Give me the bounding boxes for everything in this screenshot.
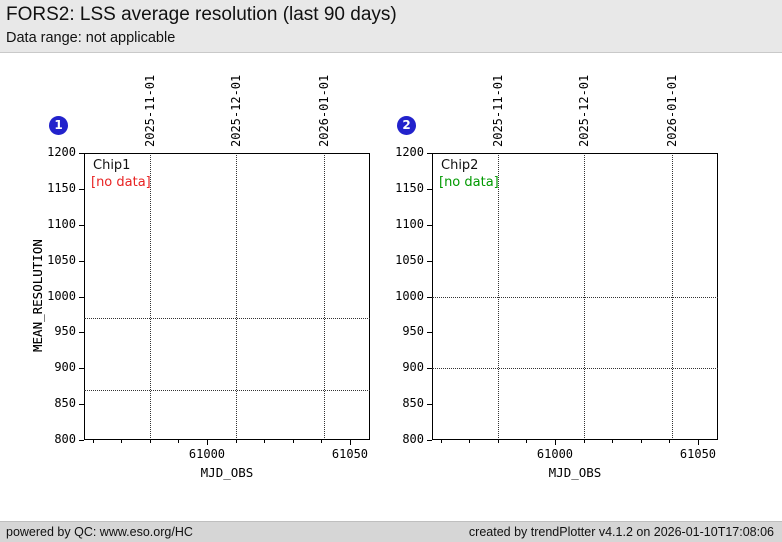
- y-tick: [427, 368, 432, 370]
- y-tick: [79, 332, 84, 334]
- y-tick: [79, 368, 84, 370]
- y-tick-label: 900: [54, 360, 76, 375]
- footer-qc-text: powered by QC: www.eso.org/HC: [6, 525, 193, 539]
- x-minor-tick: [149, 440, 151, 443]
- chip-label: Chip2: [441, 158, 479, 173]
- x-minor-tick: [92, 440, 94, 443]
- y-tick: [427, 440, 432, 441]
- footer-bar: powered by QC: www.eso.org/HC created by…: [0, 521, 782, 542]
- y-tick-label: 1100: [395, 216, 424, 231]
- x-minor-tick: [612, 440, 614, 443]
- data-range-subtitle: Data range: not applicable: [6, 30, 176, 46]
- date-tick-label: 2026-01-01: [317, 74, 332, 147]
- reference-line: [84, 389, 370, 391]
- x-tick-label: 61000: [536, 447, 574, 461]
- y-tick-label: 1000: [395, 288, 424, 303]
- x-minor-tick: [469, 440, 471, 443]
- x-minor-tick: [583, 440, 585, 443]
- x-minor-tick: [640, 440, 642, 443]
- x-minor-tick: [440, 440, 442, 443]
- header-bar: FORS2: LSS average resolution (last 90 d…: [0, 0, 782, 53]
- x-minor-tick: [292, 440, 294, 443]
- y-tick-label: 1150: [395, 180, 424, 195]
- y-tick-label: 850: [402, 396, 424, 411]
- date-tick-label: 2025-12-01: [228, 74, 243, 147]
- y-tick: [79, 188, 84, 190]
- plot-area: [84, 153, 370, 440]
- y-tick-label: 1100: [47, 216, 76, 231]
- reference-line: [432, 368, 718, 370]
- y-tick: [427, 404, 432, 406]
- date-gridline: [235, 153, 237, 440]
- y-axis-label: MEAN_RESOLUTION: [30, 238, 45, 352]
- x-minor-tick: [497, 440, 499, 443]
- panel-badge[interactable]: 2: [397, 116, 416, 135]
- x-minor-tick: [178, 440, 180, 443]
- y-tick-label: 950: [402, 324, 424, 339]
- y-tick-label: 1000: [47, 288, 76, 303]
- y-tick-label: 1050: [47, 252, 76, 267]
- x-minor-tick: [235, 440, 237, 443]
- y-tick: [79, 296, 84, 298]
- date-gridline: [324, 153, 326, 440]
- y-tick: [427, 332, 432, 334]
- reference-line: [84, 318, 370, 320]
- page-title: FORS2: LSS average resolution (last 90 d…: [6, 4, 397, 25]
- x-minor-tick: [264, 440, 266, 443]
- x-major-tick: [554, 440, 556, 445]
- y-tick-label: 800: [54, 432, 76, 446]
- panel-badge[interactable]: 1: [49, 116, 68, 135]
- no-data-annotation: [no data]: [439, 175, 499, 190]
- date-tick-label: 2025-12-01: [576, 74, 591, 147]
- y-tick: [79, 404, 84, 406]
- x-tick-label: 61050: [679, 447, 717, 461]
- x-minor-tick: [321, 440, 323, 443]
- y-tick-label: 1150: [47, 180, 76, 195]
- y-tick: [79, 440, 84, 441]
- x-major-tick: [349, 440, 351, 445]
- date-tick-label: 2025-11-01: [142, 74, 157, 147]
- chip-label: Chip1: [93, 158, 131, 173]
- x-tick-label: 61000: [188, 447, 226, 461]
- x-tick-label: 61050: [331, 447, 369, 461]
- date-tick-label: 2025-11-01: [490, 74, 505, 147]
- date-tick-label: 2026-01-01: [665, 74, 680, 147]
- x-minor-tick: [669, 440, 671, 443]
- y-tick-label: 800: [402, 432, 424, 446]
- x-major-tick: [697, 440, 699, 445]
- y-tick: [427, 260, 432, 262]
- y-tick: [79, 224, 84, 226]
- y-tick: [79, 153, 84, 154]
- y-tick-label: 850: [54, 396, 76, 411]
- no-data-annotation: [no data]: [91, 175, 151, 190]
- x-minor-tick: [526, 440, 528, 443]
- x-axis-label: MJD_OBS: [200, 465, 254, 480]
- date-gridline: [149, 153, 151, 440]
- y-tick-label: 1050: [395, 252, 424, 267]
- y-tick-label: 950: [54, 324, 76, 339]
- x-minor-tick: [121, 440, 123, 443]
- y-tick: [427, 224, 432, 226]
- y-tick-label: 900: [402, 360, 424, 375]
- y-tick-label: 1200: [395, 145, 424, 159]
- y-tick: [427, 188, 432, 190]
- y-tick: [79, 260, 84, 262]
- y-tick-label: 1200: [47, 145, 76, 159]
- x-major-tick: [206, 440, 208, 445]
- x-axis-label: MJD_OBS: [548, 465, 602, 480]
- y-tick: [427, 153, 432, 154]
- reference-line: [432, 296, 718, 298]
- y-tick: [427, 296, 432, 298]
- footer-created-by-text: created by trendPlotter v4.1.2 on 2026-0…: [468, 525, 774, 539]
